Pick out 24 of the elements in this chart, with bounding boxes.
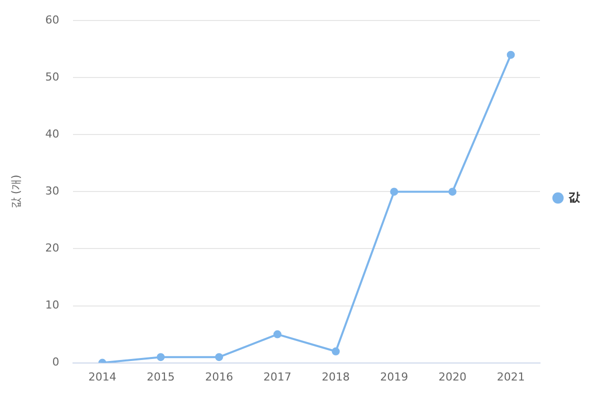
point xyxy=(332,347,340,356)
x-tick-label: 2019 xyxy=(380,370,408,384)
y-tick-label: 40 xyxy=(45,128,60,141)
y-tick-label: 0 xyxy=(52,356,60,369)
x-tick-label: 2018 xyxy=(322,370,350,384)
x-tick-label: 2014 xyxy=(88,370,116,384)
x-tick-label: 2016 xyxy=(205,370,234,384)
point xyxy=(215,353,224,362)
x-tick-label: 2020 xyxy=(438,370,466,384)
point xyxy=(273,330,282,338)
x-tick-label: 2017 xyxy=(263,370,292,384)
x-tick-label: 2021 xyxy=(496,370,525,384)
y-tick-label: 30 xyxy=(45,184,60,198)
legend-label: 값 xyxy=(568,190,581,204)
y-tick-label: 60 xyxy=(45,13,60,26)
y-tick-label: 10 xyxy=(45,298,60,312)
point xyxy=(390,188,398,196)
x-tick-label: 2015 xyxy=(146,370,175,384)
point xyxy=(156,353,165,362)
y-tick-label: 20 xyxy=(45,242,60,255)
point xyxy=(506,50,515,59)
y-tick-label: 50 xyxy=(45,70,60,84)
point xyxy=(448,188,456,196)
y-axis-title: 값 (개) xyxy=(9,174,22,209)
